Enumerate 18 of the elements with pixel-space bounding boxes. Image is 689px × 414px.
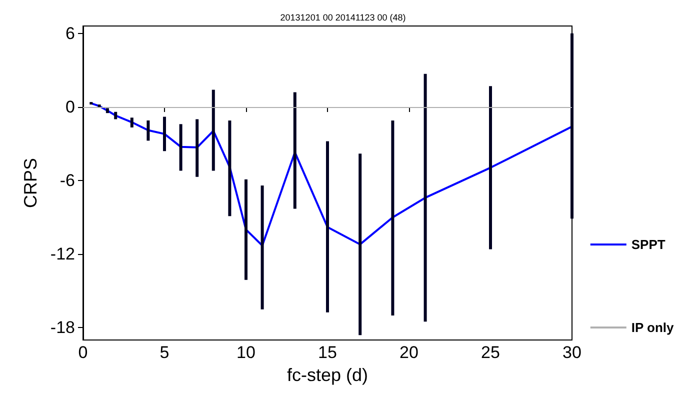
x-tick-label: 30 <box>562 343 582 362</box>
legend-label: SPPT <box>631 237 666 252</box>
x-axis-title: fc-step (d) <box>286 364 368 385</box>
x-tick-label: 5 <box>160 343 170 362</box>
x-tick-label: 15 <box>318 343 337 362</box>
chart-title: 20131201 00 20141123 00 (48) <box>280 12 406 22</box>
y-tick-label: -18 <box>50 318 75 338</box>
x-tick-label: 10 <box>236 343 256 362</box>
legend-label: IP only <box>631 320 675 335</box>
y-axis-title: CRPS <box>20 158 41 208</box>
y-tick-label: -12 <box>50 244 75 264</box>
y-tick-label: -6 <box>60 171 75 190</box>
x-tick-label: 25 <box>481 343 500 362</box>
x-tick-label: 20 <box>400 343 418 362</box>
y-tick-label: 6 <box>66 24 75 43</box>
x-tick-label: 0 <box>78 343 88 362</box>
y-tick-label: 0 <box>66 97 75 116</box>
line-series <box>90 102 573 247</box>
